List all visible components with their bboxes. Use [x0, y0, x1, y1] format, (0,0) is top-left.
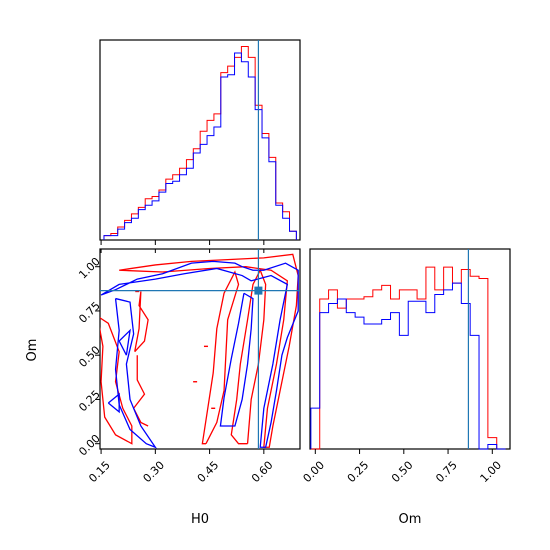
om-tick-label-left: 0.00	[76, 432, 103, 459]
h0-tick-label: 0.60	[249, 459, 276, 486]
h0-histogram-blue	[103, 52, 297, 240]
om-tick-label-bottom: 1.00	[478, 459, 505, 486]
contour-red-5	[132, 355, 149, 427]
om-tick-label-left: 1.00	[76, 255, 103, 282]
contour-red-1	[100, 317, 133, 445]
om-tick-label-bottom: 0.50	[389, 459, 416, 486]
contour-blue-1	[114, 297, 158, 449]
om-tick-label-left: 0.25	[76, 388, 103, 415]
contour-blue-0	[100, 260, 299, 448]
contour-red-3	[201, 270, 240, 445]
h0-tick-label: 0.15	[86, 459, 113, 486]
contour-red-4	[134, 291, 149, 353]
om-left-axis-title: Om	[25, 339, 40, 362]
h0-tick-label: 0.30	[141, 459, 168, 486]
om-bottom-axis-title: Om	[399, 512, 422, 527]
om-tick-label-bottom: 0.00	[301, 459, 328, 486]
h0-tick-label: 0.45	[195, 459, 222, 486]
h0-om-contour-panel	[99, 248, 301, 450]
truth-marker	[254, 286, 263, 295]
h0-histogram-red	[103, 46, 297, 240]
om-histogram-panel	[309, 248, 511, 450]
om-histogram-blue	[310, 282, 506, 450]
om-tick-label-bottom: 0.75	[433, 459, 460, 486]
contour-blue-4	[118, 328, 131, 356]
om-histogram-red	[310, 266, 506, 450]
contour-blue-3	[107, 392, 120, 414]
om-tick-label-left: 0.50	[76, 343, 103, 370]
h0-histogram-panel	[99, 39, 301, 241]
contour-group	[100, 253, 299, 449]
h0-axis-title: H0	[191, 512, 209, 527]
om-tick-label-bottom: 0.25	[345, 459, 372, 486]
contour-blue-2	[219, 292, 254, 427]
om-tick-label-left: 0.75	[76, 299, 103, 326]
